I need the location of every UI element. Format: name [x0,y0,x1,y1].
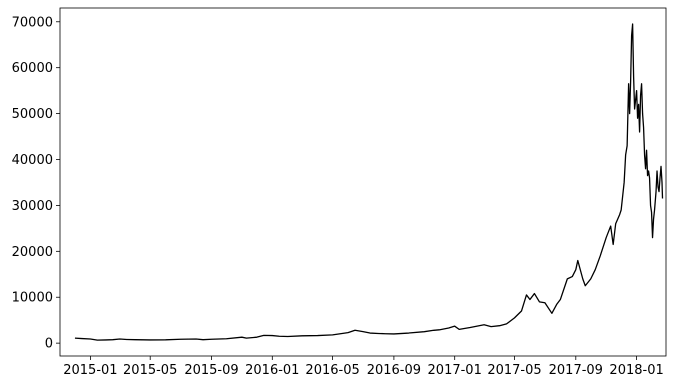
y-axis: 0 10000 20000 30000 40000 50000 60000 70000 [12,15,60,352]
x-tick-label: 2017-05 [487,363,541,378]
x-tick-label: 2015-05 [123,363,177,378]
y-tick-label: 10000 [12,291,53,306]
x-tick-label: 2017-09 [549,363,603,378]
y-tick-label: 60000 [12,61,53,76]
y-tick-label: 0 [45,337,53,352]
plot-frame [59,7,667,357]
x-tick-label: 2015-09 [184,363,238,378]
x-tick-label: 2016-05 [305,363,359,378]
x-tick-label: 2016-09 [367,363,421,378]
x-axis: 2015-01 2015-05 2015-09 2016-01 2016-05 2016-… [63,356,664,378]
y-tick-label: 40000 [12,153,53,168]
x-tick-label: 2018-01 [609,363,663,378]
y-tick-label: 70000 [12,15,53,30]
price-series-line [74,23,664,341]
x-tick-label: 2017-01 [428,363,482,378]
x-tick-label: 2015-01 [63,363,117,378]
x-tick-label: 2016-01 [245,363,299,378]
y-tick-label: 50000 [12,107,53,122]
y-tick-label: 20000 [12,245,53,260]
y-tick-label: 30000 [12,199,53,214]
